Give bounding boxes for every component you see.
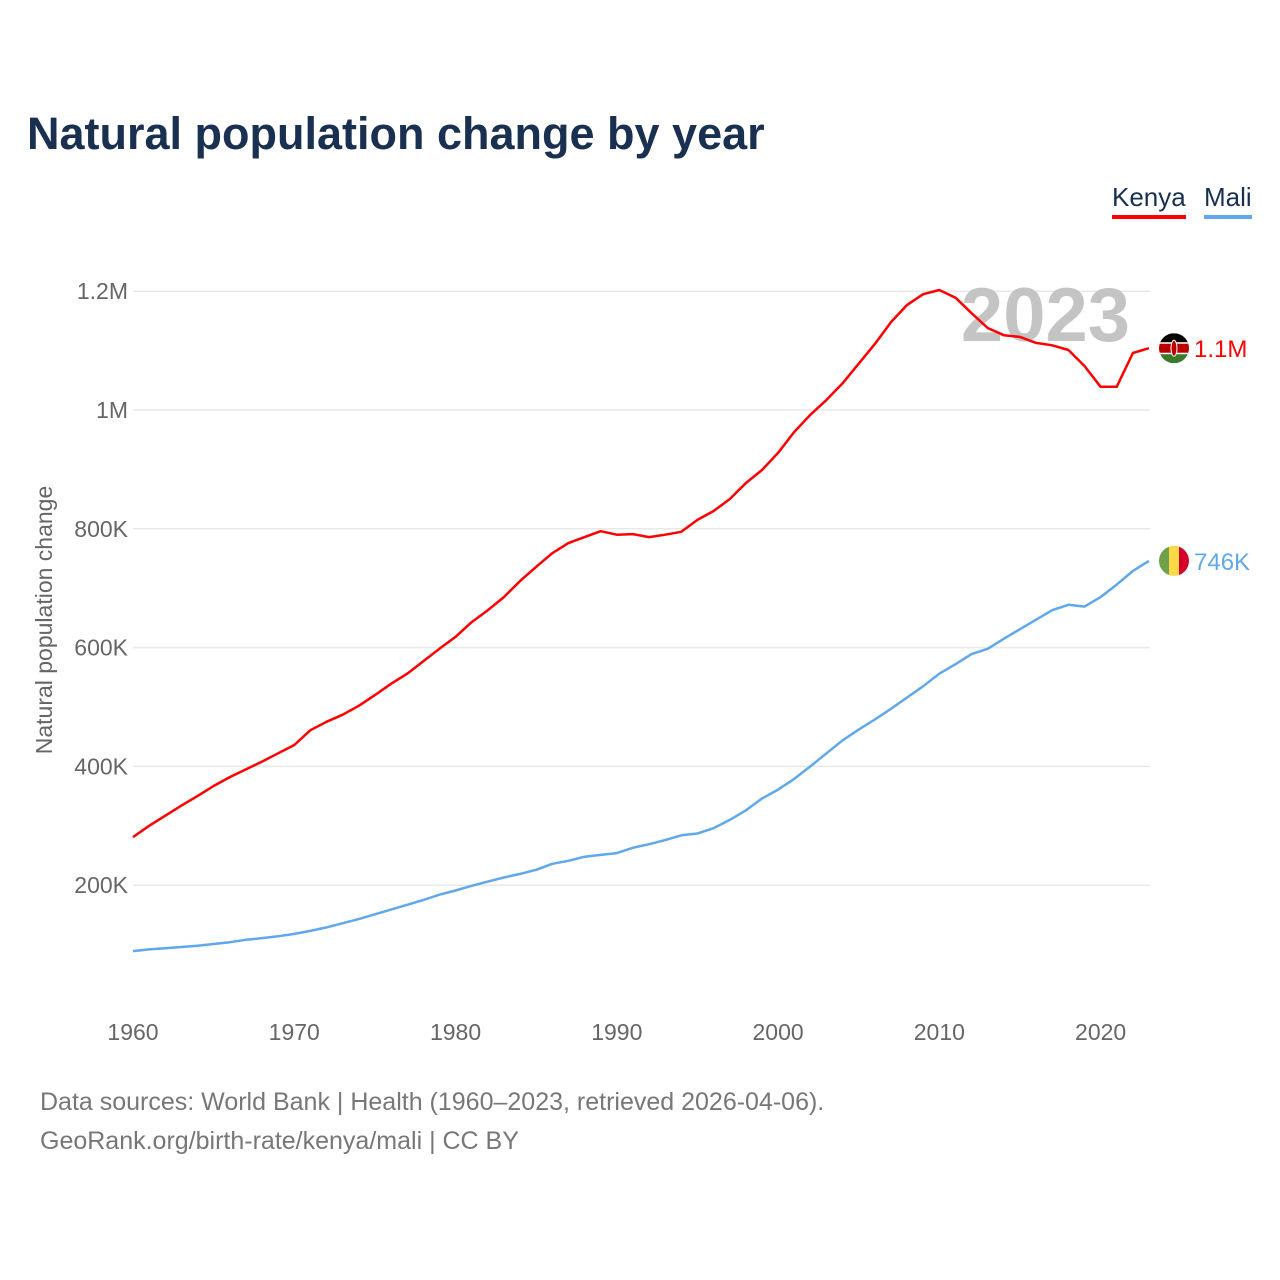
flag-shield — [1170, 339, 1178, 357]
y-tick-label: 400K — [74, 753, 128, 779]
legend-mali[interactable]: Mali — [1204, 182, 1252, 219]
flag-stripe — [1169, 545, 1179, 576]
x-tick-label: 2020 — [1075, 1019, 1126, 1045]
flag-stripe — [1159, 545, 1169, 576]
series-line-kenya — [132, 288, 1150, 839]
flag-stripe — [1179, 545, 1189, 576]
chart-title: Natural population change by year — [27, 108, 765, 159]
kenya-flag-icon — [1159, 333, 1189, 364]
x-tick-label: 1970 — [269, 1019, 320, 1045]
flag-stripe — [1159, 333, 1189, 344]
x-tick-label: 1990 — [591, 1019, 642, 1045]
y-tick-label: 1.2M — [77, 278, 128, 304]
y-axis-label: Natural population change — [31, 486, 57, 755]
x-tick-label: 2000 — [752, 1019, 803, 1045]
footer-attribution: GeoRank.org/birth-rate/kenya/mali | CC B… — [40, 1127, 519, 1155]
flag-stripe — [1159, 353, 1189, 364]
flag-body — [1159, 545, 1189, 576]
end-value-label: 746K — [1194, 549, 1250, 576]
y-tick-label: 600K — [74, 635, 128, 661]
x-tick-label: 1980 — [430, 1019, 481, 1045]
x-tick-label: 2010 — [914, 1019, 965, 1045]
footer-sources: Data sources: World Bank | Health (1960–… — [40, 1088, 825, 1116]
y-tick-label: 1M — [96, 397, 128, 423]
legend-kenya[interactable]: Kenya — [1112, 182, 1186, 219]
mali-flag-icon — [1159, 545, 1189, 576]
end-value-label: 1.1M — [1194, 336, 1247, 363]
flag-body — [1159, 333, 1189, 364]
series-line-mali — [132, 559, 1150, 953]
y-tick-label: 200K — [74, 872, 128, 898]
x-tick-label: 1960 — [107, 1019, 158, 1045]
y-tick-label: 800K — [74, 516, 128, 542]
